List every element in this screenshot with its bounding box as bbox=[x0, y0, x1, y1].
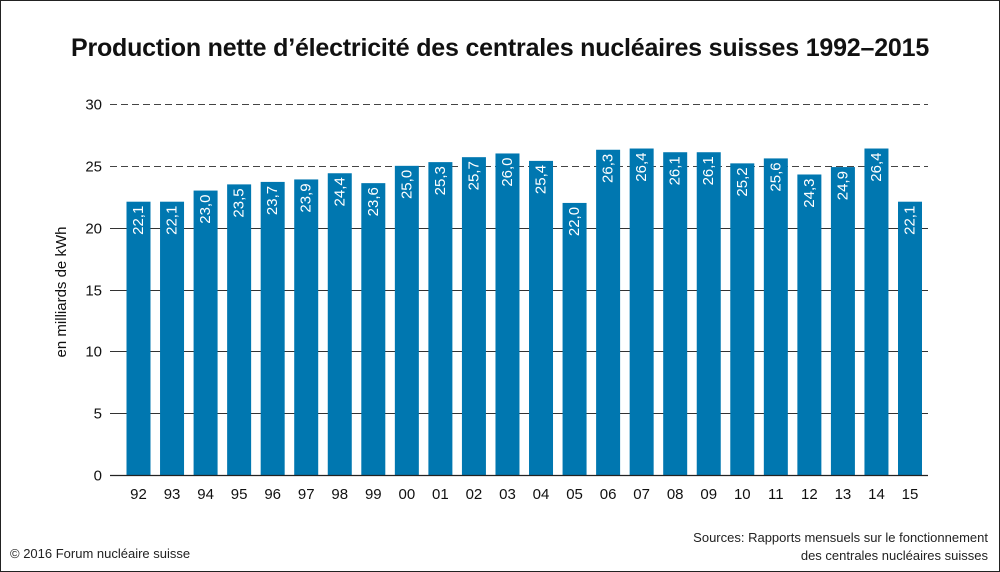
y-tick-label: 20 bbox=[85, 221, 102, 238]
bar-value-label: 23,7 bbox=[264, 186, 281, 215]
x-tick-label: 04 bbox=[533, 486, 550, 503]
x-tick-label: 98 bbox=[331, 486, 348, 503]
bar-value-label: 22,1 bbox=[164, 206, 181, 235]
x-tick-label: 13 bbox=[835, 486, 852, 503]
bar-value-label: 23,9 bbox=[298, 183, 315, 212]
x-tick-label: 08 bbox=[667, 486, 684, 503]
bar bbox=[461, 157, 486, 475]
x-tick-label: 15 bbox=[902, 486, 919, 503]
bar-value-label: 25,7 bbox=[465, 161, 482, 190]
x-tick-label: 97 bbox=[298, 486, 315, 503]
y-axis-label: en milliards de kWh bbox=[53, 227, 70, 358]
bar bbox=[428, 162, 453, 475]
bar-value-label: 25,6 bbox=[767, 162, 784, 191]
bar bbox=[629, 148, 654, 475]
x-tick-label: 07 bbox=[633, 486, 650, 503]
x-tick-label: 09 bbox=[700, 486, 717, 503]
x-tick-label: 10 bbox=[734, 486, 751, 503]
x-tick-label: 95 bbox=[231, 486, 248, 503]
y-tick-label: 5 bbox=[94, 406, 102, 423]
sources-note: Sources: Rapports mensuels sur le foncti… bbox=[693, 529, 988, 565]
x-tick-label: 14 bbox=[868, 486, 885, 503]
bar-value-label: 25,4 bbox=[533, 165, 550, 194]
x-tick-label: 12 bbox=[801, 486, 818, 503]
bar bbox=[327, 173, 352, 475]
bar bbox=[160, 201, 185, 476]
bar-value-label: 22,0 bbox=[566, 207, 583, 236]
bar bbox=[864, 148, 889, 475]
bar bbox=[898, 201, 922, 476]
bar bbox=[797, 174, 822, 476]
bar-value-label: 23,5 bbox=[231, 188, 248, 217]
bar-value-label: 23,0 bbox=[197, 195, 214, 224]
bar-value-label: 26,4 bbox=[633, 153, 650, 182]
x-tick-label: 00 bbox=[399, 486, 416, 503]
bar bbox=[730, 163, 755, 476]
y-tick-label: 30 bbox=[85, 97, 102, 114]
bar bbox=[294, 179, 319, 476]
bar bbox=[562, 202, 587, 475]
y-tick-label: 0 bbox=[94, 468, 102, 485]
y-tick-labels: 0 5 10 15 20 25 30 bbox=[85, 97, 102, 485]
bar-value-label: 26,1 bbox=[667, 156, 684, 185]
bar-value-label: 22,1 bbox=[130, 206, 147, 235]
bar-value-label: 24,3 bbox=[801, 178, 818, 207]
x-tick-label: 03 bbox=[499, 486, 516, 503]
chart-title: Production nette d’électricité des centr… bbox=[70, 34, 930, 62]
bars bbox=[126, 148, 922, 476]
x-tick-label: 05 bbox=[566, 486, 583, 503]
bar bbox=[696, 152, 721, 476]
x-tick-label: 92 bbox=[130, 486, 147, 503]
bar bbox=[495, 153, 520, 475]
bar bbox=[126, 201, 151, 476]
x-tick-label: 99 bbox=[365, 486, 382, 503]
bar bbox=[394, 165, 419, 476]
bar-value-label: 22,1 bbox=[902, 206, 919, 235]
bar-value-label: 24,9 bbox=[834, 171, 851, 200]
y-tick-label: 10 bbox=[85, 344, 102, 361]
x-tick-label: 02 bbox=[466, 486, 483, 503]
x-tick-labels: 92 93 94 95 96 97 98 99 00 01 02 03 04 05 06 07 08 09 10 11… bbox=[130, 486, 918, 503]
bar-value-label: 26,4 bbox=[868, 153, 885, 182]
sources-line-1: Sources: Rapports mensuels sur le foncti… bbox=[693, 530, 988, 545]
y-tick-label: 25 bbox=[85, 159, 102, 176]
bar-value-label: 23,6 bbox=[365, 187, 382, 216]
x-tick-label: 06 bbox=[600, 486, 617, 503]
bar bbox=[260, 181, 285, 475]
copyright-credit: © 2016 Forum nucléaire suisse bbox=[10, 546, 191, 561]
x-tick-label: 01 bbox=[432, 486, 449, 503]
x-tick-label: 93 bbox=[164, 486, 181, 503]
x-tick-label: 96 bbox=[264, 486, 281, 503]
bar-labels: 22,1 22,1 23,0 23,5 23,7 23,9 24,4 23,6 25,0 25,3… bbox=[130, 153, 919, 237]
bar-value-label: 25,3 bbox=[432, 166, 449, 195]
bar-value-label: 24,4 bbox=[331, 177, 348, 206]
sources-line-2: des centrales nucléaires suisses bbox=[800, 548, 988, 563]
x-tick-label: 94 bbox=[197, 486, 214, 503]
bar bbox=[763, 158, 788, 475]
bar bbox=[596, 149, 621, 476]
bar-value-label: 26,3 bbox=[600, 154, 617, 183]
bar bbox=[193, 190, 218, 476]
bar bbox=[663, 152, 688, 476]
bar-value-label: 26,1 bbox=[700, 156, 717, 185]
bar bbox=[361, 183, 386, 475]
bar-value-label: 25,0 bbox=[398, 170, 415, 199]
bar bbox=[830, 167, 855, 475]
x-tick-label: 11 bbox=[768, 486, 784, 503]
bar-value-label: 25,2 bbox=[734, 167, 751, 196]
bar-value-label: 26,0 bbox=[499, 157, 516, 186]
bar bbox=[227, 184, 252, 475]
y-tick-label: 15 bbox=[85, 283, 102, 300]
bar bbox=[529, 160, 554, 476]
